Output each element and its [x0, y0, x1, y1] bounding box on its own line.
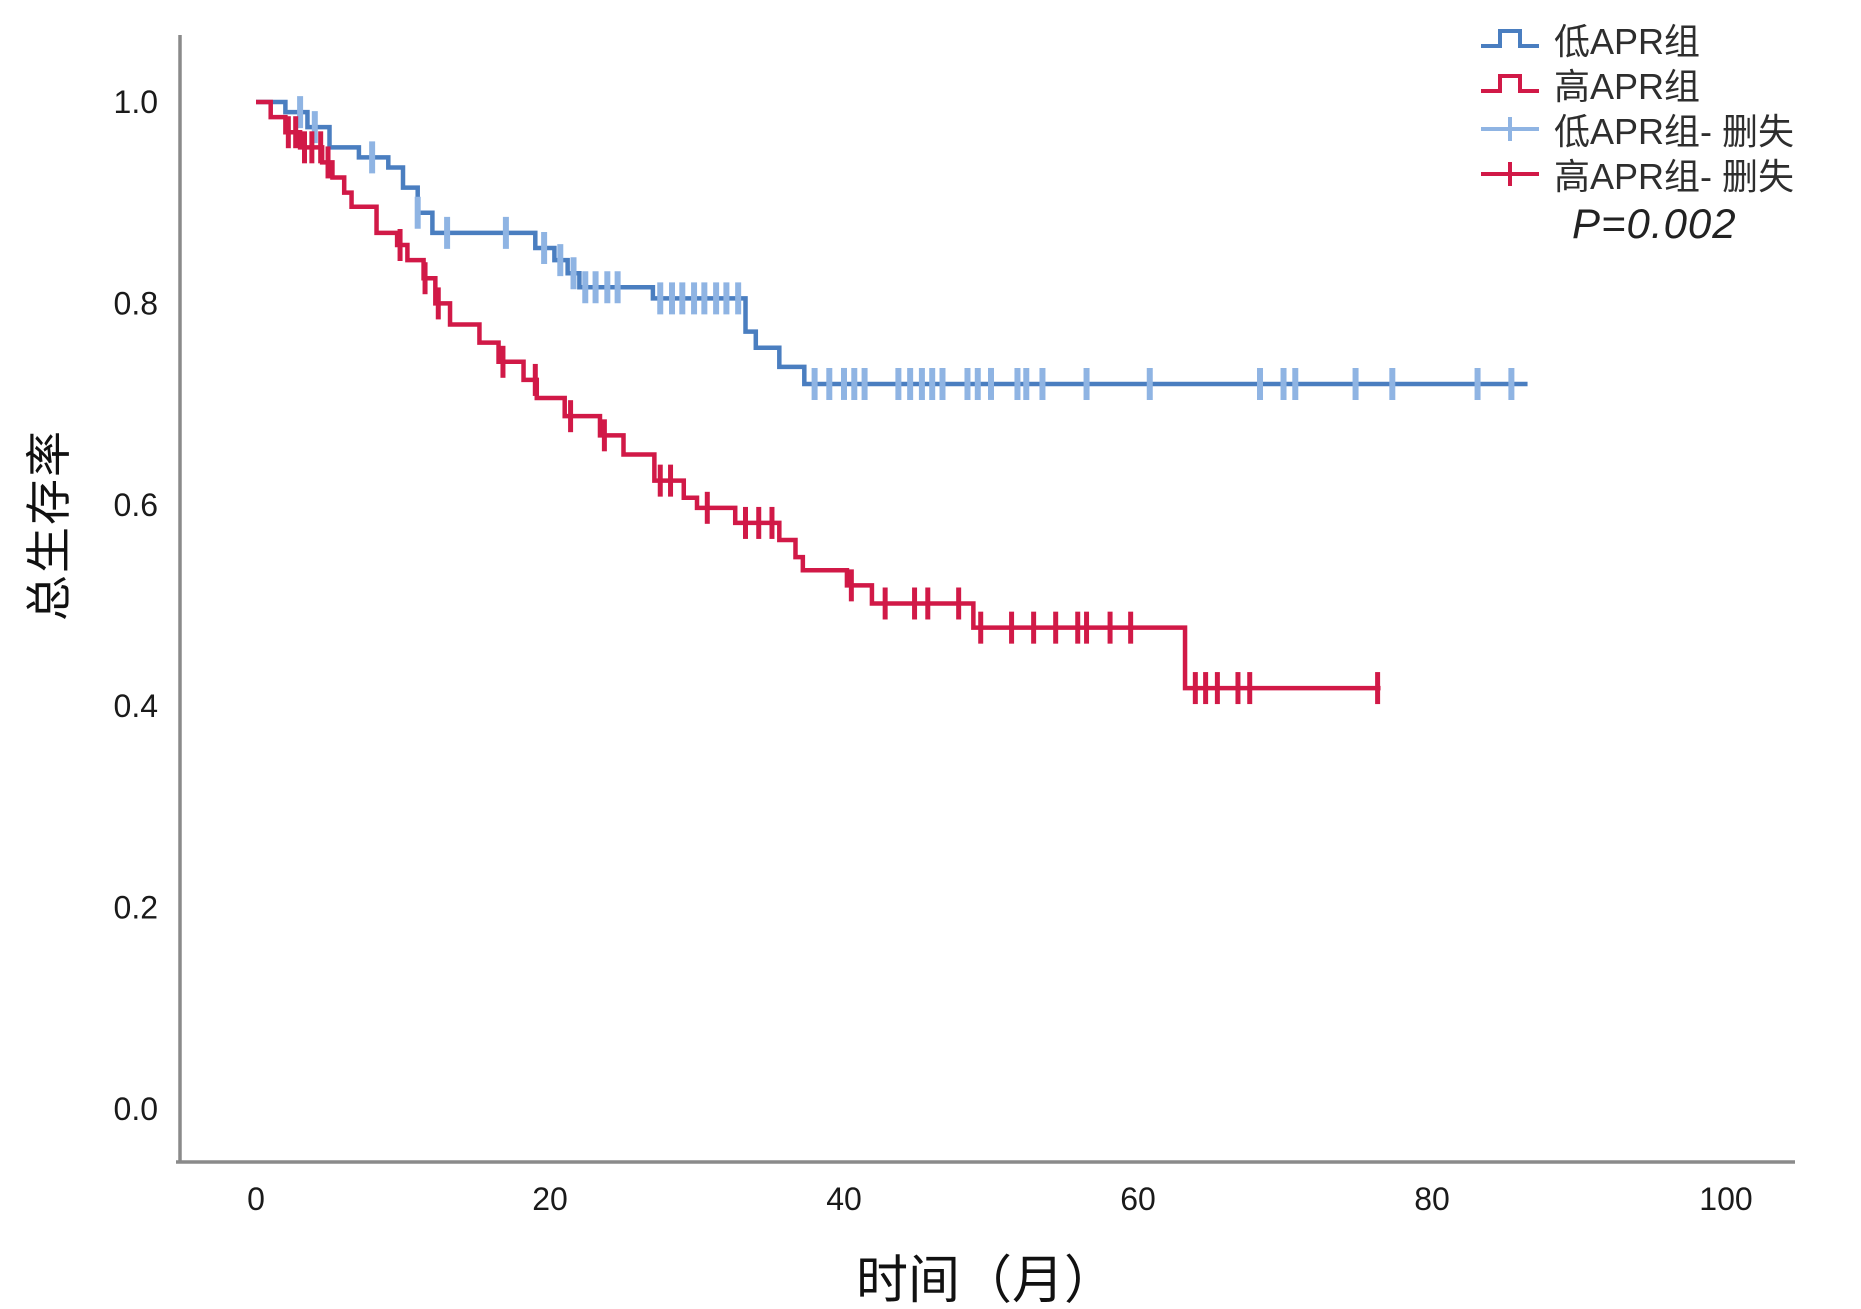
x-tick-label: 80	[1414, 1181, 1450, 1217]
y-tick-label: 0.6	[114, 487, 158, 523]
censor-cross-icon	[1481, 117, 1539, 141]
y-tick-label: 0.8	[114, 285, 158, 321]
legend-label: 低APR组- 删失	[1554, 111, 1795, 152]
step-line-icon	[1481, 29, 1539, 48]
y-tick-label: 0.0	[114, 1091, 158, 1127]
x-axis-title: 时间（月）	[855, 1252, 1117, 1309]
legend-item-low-apr: 低APR组	[1478, 20, 1794, 62]
legend-label: 低APR组	[1554, 21, 1701, 62]
x-tick-label: 40	[826, 1181, 862, 1217]
x-tick-label: 100	[1699, 1181, 1752, 1217]
legend-item-high-apr: 高APR组	[1478, 65, 1794, 107]
legend-label: 高APR组	[1554, 66, 1701, 107]
y-tick-label: 0.4	[114, 688, 158, 724]
legend-label: 高APR组- 删失	[1554, 156, 1795, 197]
y-tick-label: 0.2	[114, 890, 158, 926]
censor-cross-icon	[1481, 162, 1539, 186]
legend-item-high-apr-censored: 高APR组- 删失	[1478, 155, 1794, 197]
legend: 低APR组 高APR组 低APR组- 删失 高APR组- 删失	[1478, 20, 1794, 197]
step-line-icon	[1481, 74, 1539, 93]
legend-item-low-apr-censored: 低APR组- 删失	[1478, 110, 1794, 152]
x-tick-label: 20	[532, 1181, 568, 1217]
x-tick-label: 60	[1120, 1181, 1156, 1217]
x-tick-label: 0	[247, 1181, 265, 1217]
y-axis-title: 总生存率	[23, 429, 75, 621]
survival-curve-low-apr	[256, 99, 1528, 387]
y-tick-label: 1.0	[114, 84, 158, 120]
survival-curve-high-apr	[256, 99, 1381, 691]
p-value-annotation: P=0.002	[1572, 200, 1737, 247]
